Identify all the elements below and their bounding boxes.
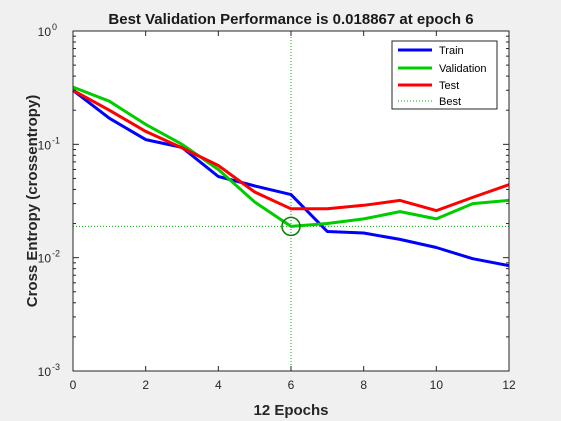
y-axis-label: Cross Entropy (crossentropy) [24, 95, 41, 308]
y-tick-label-base: 10 [38, 25, 52, 39]
series-line-validation [72, 85, 510, 228]
y-tick-label-exponent: -2 [52, 249, 60, 259]
legend-label-best: Best [439, 96, 461, 108]
legend-label-validation: Validation [439, 63, 487, 75]
x-axis-ticks: 0 2 4 6 8 10 12 [70, 31, 516, 392]
y-tick-label-exponent: -3 [52, 362, 60, 372]
legend: Train Validation Test Best [391, 40, 498, 110]
x-tick-label: 0 [70, 378, 77, 392]
y-tick-label-base: 10 [38, 252, 52, 266]
series-lines [72, 85, 510, 268]
x-tick-label: 4 [215, 378, 222, 392]
series-line-train [72, 89, 510, 268]
best-point-circle [281, 216, 301, 237]
x-tick-label: 8 [360, 378, 367, 392]
x-tick-label: 2 [142, 378, 149, 392]
y-tick-label-exponent: 0 [52, 22, 57, 32]
legend-label-test: Test [439, 80, 459, 92]
x-axis-label: 12 Epochs [253, 402, 328, 419]
chart-title: Best Validation Performance is 0.018867 … [108, 11, 473, 28]
series-line-test [72, 88, 510, 213]
y-tick-label-exponent: -1 [52, 135, 60, 145]
y-tick-label-base: 10 [38, 365, 52, 379]
legend-box [391, 40, 498, 110]
x-tick-label: 10 [430, 378, 444, 392]
x-tick-label: 6 [288, 378, 295, 392]
y-tick-label-base: 10 [38, 138, 52, 152]
legend-label-train: Train [439, 45, 464, 57]
best-marker-lines [73, 31, 509, 371]
x-tick-label: 12 [502, 378, 516, 392]
